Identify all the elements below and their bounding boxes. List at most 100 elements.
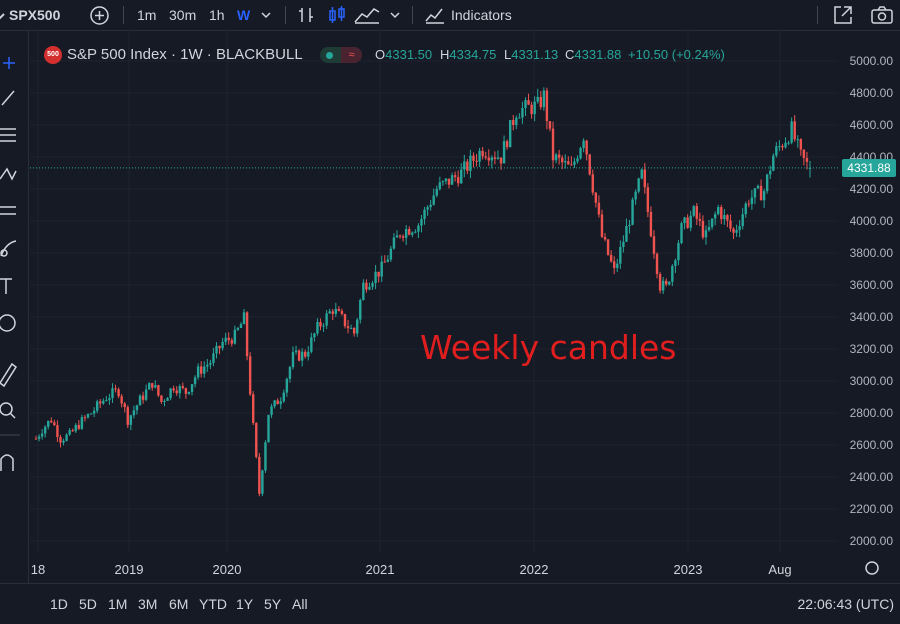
interval-30m[interactable]: 30m (169, 7, 197, 23)
range-5y[interactable]: 5Y (264, 596, 282, 612)
symbol-title[interactable]: S&P 500 Index · 1W · BLACKBULL (67, 46, 303, 63)
candle-body (193, 377, 197, 385)
candle-body (337, 308, 341, 311)
chevron-down-icon[interactable] (390, 11, 400, 19)
candles-chart-type-icon[interactable] (327, 5, 347, 25)
candle-body (297, 350, 301, 361)
symbol-search[interactable]: SPX500 (9, 7, 61, 23)
zoom-in-icon[interactable] (0, 402, 16, 419)
candle-body (221, 341, 224, 349)
candle-body (570, 164, 573, 166)
range-5d[interactable]: 5D (79, 596, 97, 612)
area-chart-type-icon[interactable] (354, 5, 380, 25)
candle-body (613, 261, 616, 268)
toolbar-divider (817, 6, 818, 24)
text-tool-icon[interactable] (0, 278, 12, 294)
pattern-icon[interactable] (0, 167, 17, 181)
candle-body (346, 326, 350, 329)
candle-body (765, 174, 769, 192)
range-1d[interactable]: 1D (50, 596, 68, 612)
range-1m[interactable]: 1M (108, 596, 128, 612)
bar-chart-type-icon[interactable] (296, 5, 316, 25)
candle-body (802, 149, 806, 158)
candle-body (383, 261, 386, 263)
top-toolbar: SPX500 1m 30m 1h W Indicators (0, 0, 900, 31)
emoji-icon[interactable] (0, 314, 16, 332)
candle-body (713, 214, 717, 219)
candle-body (71, 430, 74, 432)
candle-body (340, 310, 344, 315)
compare-add-icon[interactable] (89, 5, 110, 26)
market-status-badge[interactable]: ≈ (320, 47, 362, 63)
candle-body (438, 182, 442, 190)
candle-body (307, 351, 310, 357)
symbol-logo: 500 (44, 46, 62, 64)
utc-clock[interactable]: 22:06:43 (UTC) (797, 596, 894, 612)
candle-body (108, 398, 111, 401)
candle-body (117, 389, 120, 397)
candle-body (588, 154, 591, 175)
candle-body (62, 440, 65, 443)
candle-body (343, 314, 347, 327)
indicators-button[interactable]: Indicators (451, 7, 512, 23)
time-tick-label: 2023 (674, 562, 703, 577)
fib-retracement-icon[interactable] (0, 128, 16, 142)
magnet-icon[interactable] (0, 454, 14, 471)
search-icon[interactable] (0, 8, 8, 22)
candle-body (658, 273, 662, 291)
candle-body (386, 259, 390, 262)
trend-line-icon[interactable] (1, 90, 15, 106)
candle-body (83, 417, 87, 419)
crosshair-icon[interactable] (3, 57, 15, 69)
candle-body (138, 395, 142, 406)
candle-body (683, 217, 686, 224)
range-6m[interactable]: 6M (169, 596, 189, 612)
candle-body (539, 96, 542, 108)
ruler-icon[interactable] (0, 362, 18, 388)
price-tick-label: 3200.00 (850, 342, 894, 356)
axis-settings-gear-icon[interactable] (865, 561, 879, 575)
candle-body (255, 422, 258, 457)
time-tick-label: 2022 (520, 562, 549, 577)
range-3m[interactable]: 3M (138, 596, 158, 612)
last-price-label: 4331.88 (842, 158, 896, 177)
candle-body (560, 157, 564, 163)
interval-1h[interactable]: 1h (209, 7, 225, 23)
forecasting-icon[interactable] (0, 206, 16, 215)
range-ytd[interactable]: YTD (199, 596, 227, 612)
interval-w[interactable]: W (237, 7, 251, 23)
toolbar-divider (412, 6, 413, 24)
price-tick-label: 4600.00 (850, 118, 894, 132)
candle-body (671, 266, 674, 282)
ohlc-open: O4331.50 (375, 47, 433, 62)
candle-body (717, 207, 720, 215)
candle-body (692, 206, 695, 216)
range-1y[interactable]: 1Y (236, 596, 254, 612)
candle-body (248, 356, 252, 395)
candle-body (518, 117, 521, 119)
candle-body (762, 191, 766, 201)
candle-body (594, 192, 598, 203)
fullscreen-icon[interactable] (832, 4, 854, 26)
candle-body (775, 146, 778, 156)
candle-body (720, 207, 723, 220)
candle-body (634, 191, 637, 200)
brush-icon[interactable] (0, 240, 17, 257)
indicators-icon[interactable] (424, 5, 446, 25)
candle-body (793, 121, 796, 140)
interval-1m[interactable]: 1m (137, 7, 157, 23)
candle-body (655, 253, 659, 274)
chevron-down-icon[interactable] (261, 11, 271, 19)
candle-body (805, 157, 809, 162)
chart-annotation-text[interactable]: Weekly candles (420, 328, 677, 367)
candle-body (218, 345, 221, 349)
candle-body (404, 229, 408, 238)
candle-body (600, 214, 604, 237)
candle-body (169, 388, 172, 399)
price-axis: 5000.004800.004600.004400.004200.004000.… (850, 54, 894, 548)
camera-icon[interactable] (870, 5, 894, 25)
candle-body (273, 400, 276, 407)
range-all[interactable]: All (292, 596, 308, 612)
time-tick-label: Aug (768, 562, 791, 577)
